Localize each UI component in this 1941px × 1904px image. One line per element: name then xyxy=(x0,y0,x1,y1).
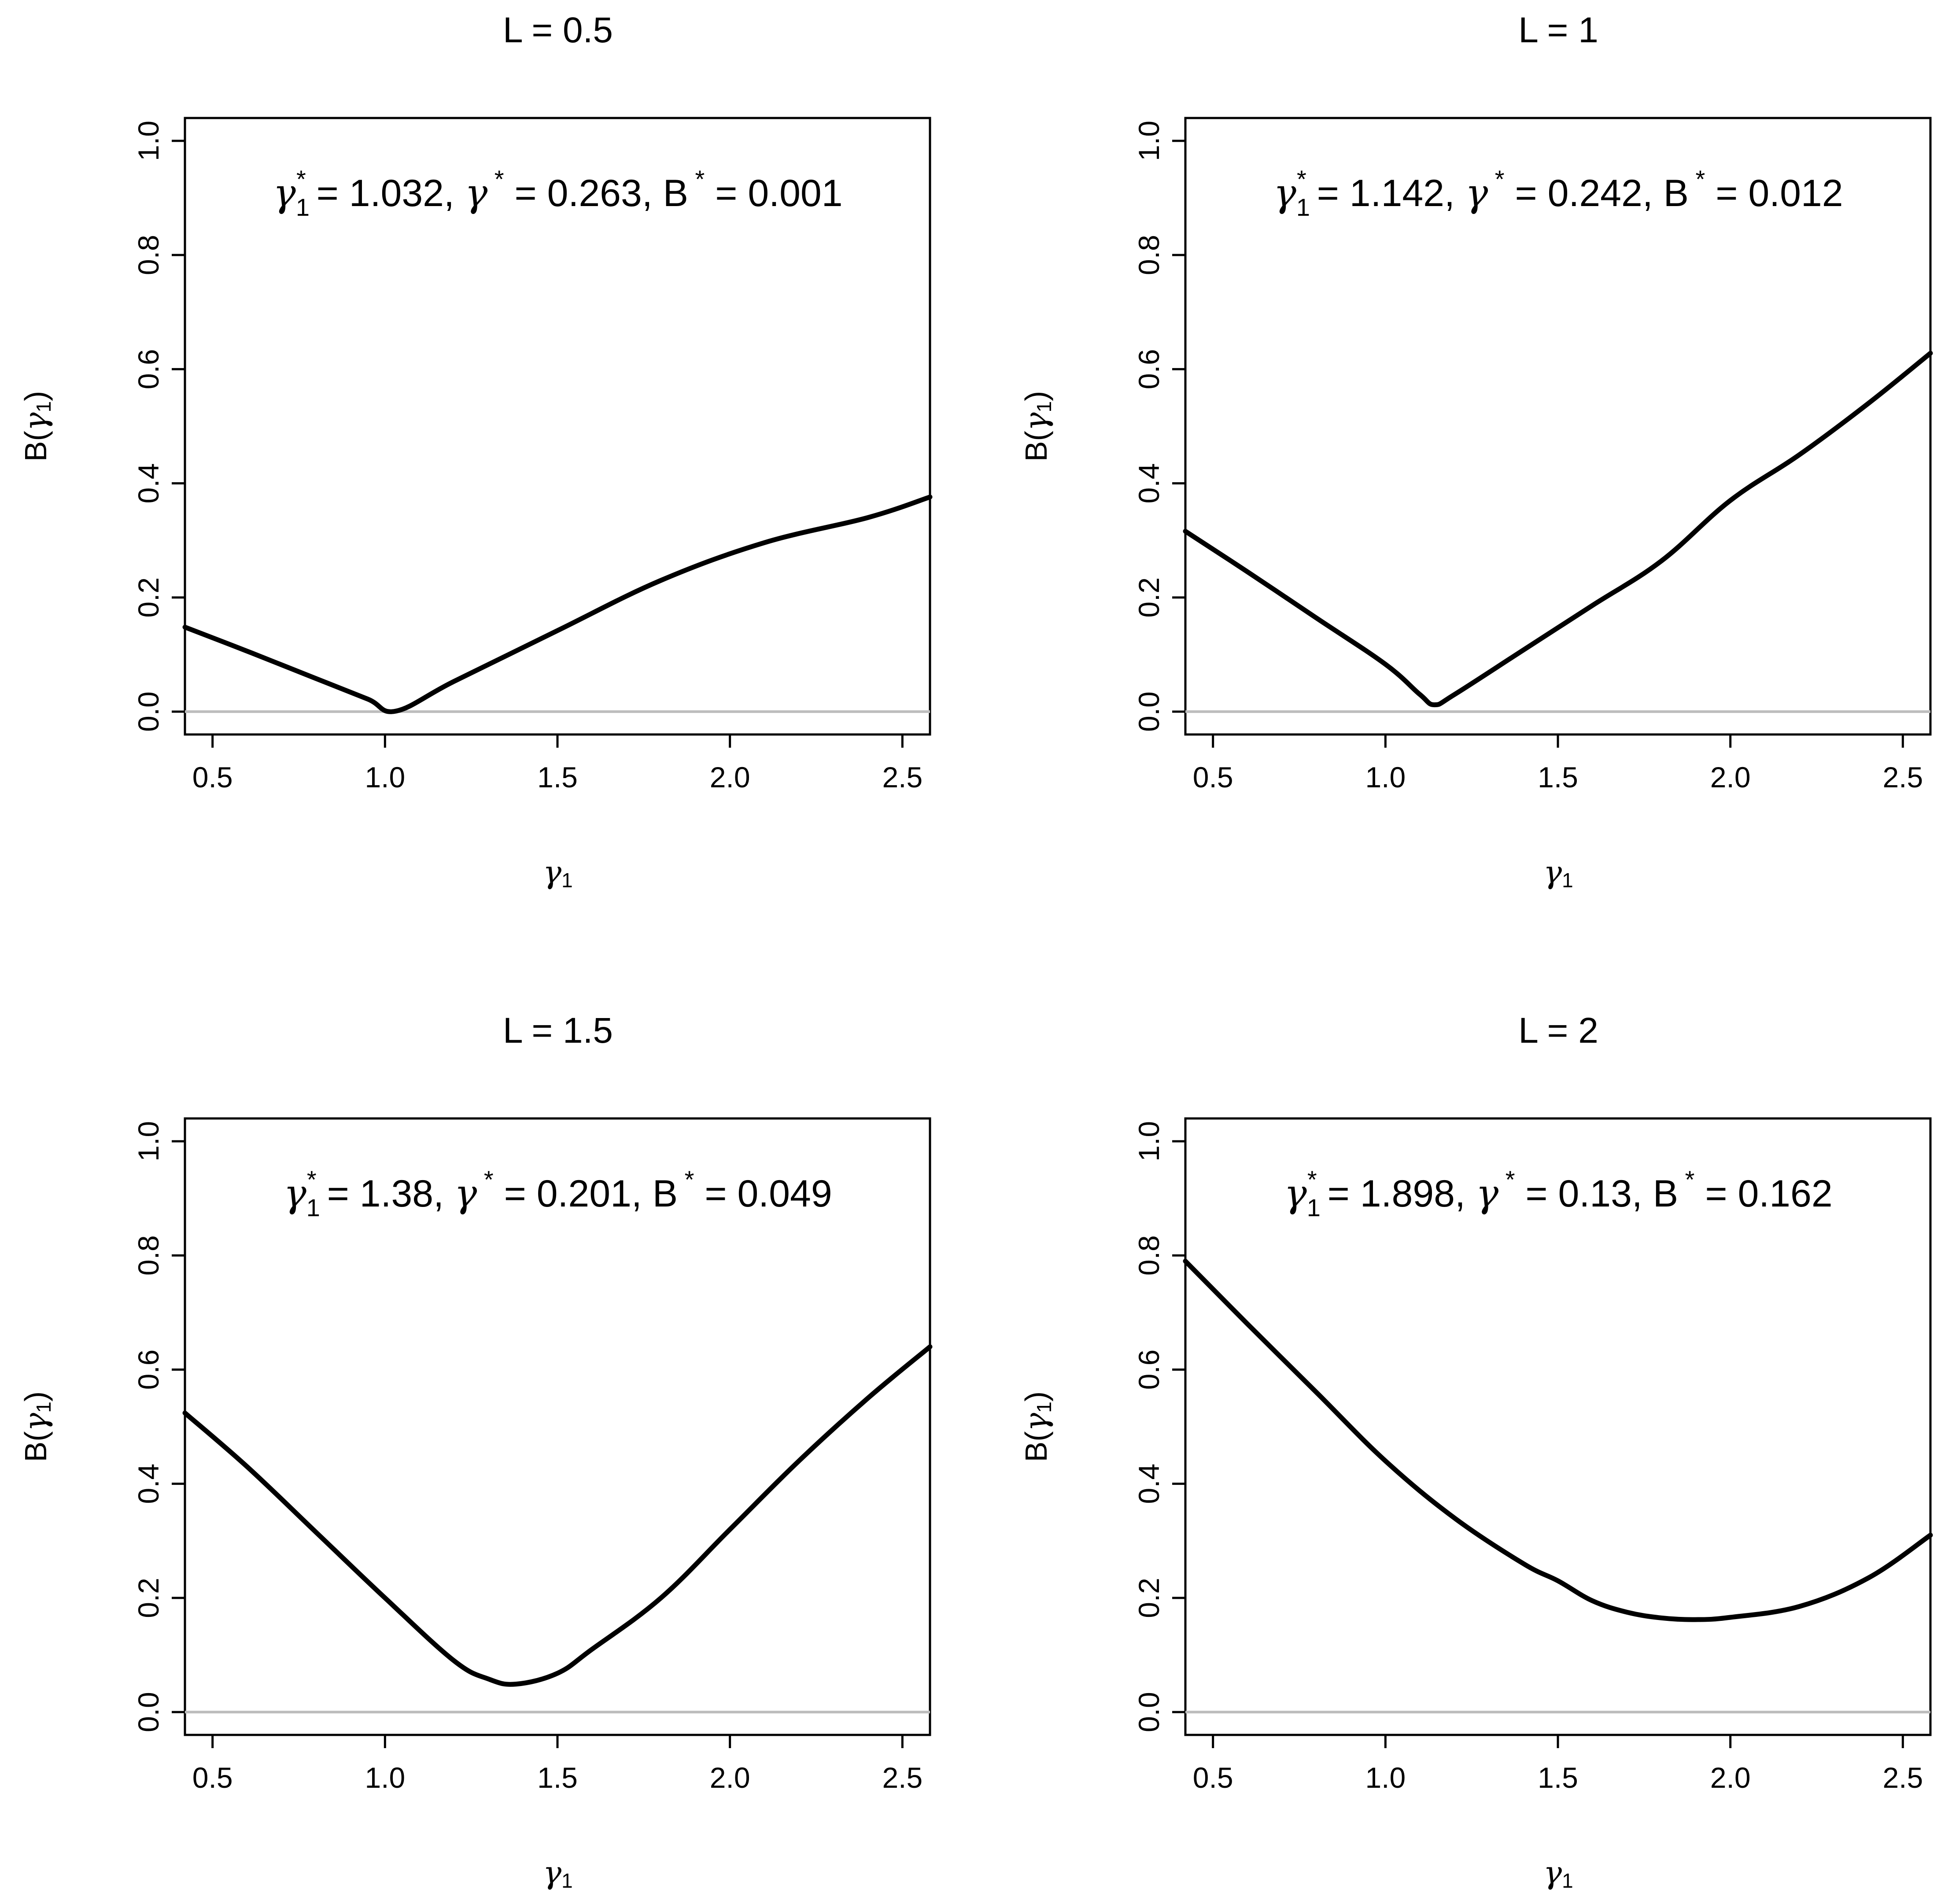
annotation-gamma-star: 0.263 xyxy=(547,172,642,214)
y-tick-label: 0.6 xyxy=(132,349,165,389)
annotation-gamma-star: 0.201 xyxy=(537,1173,631,1215)
y-tick-label: 0.4 xyxy=(132,1464,165,1504)
panel-3: L = 1.5 0.5 1.0 1.5 2.0 2.5 0.0 0.2 0.4 0.6 0.8 1… xyxy=(18,1011,933,1892)
x-axis: 0.5 1.0 1.5 2.0 2.5 xyxy=(1193,1735,1923,1794)
y-tick-label: 0.2 xyxy=(1133,577,1165,618)
panel-1: L = 0.5 0.5 1.0 1.5 2.0 2.5 0.0 0.2 0.4 0.6 0.8 1… xyxy=(18,10,933,892)
panel-title: L = 1 xyxy=(1518,10,1598,50)
series-line xyxy=(182,1344,933,1687)
x-tick-label: 1.0 xyxy=(1365,1761,1406,1794)
y-tick-label: 0.8 xyxy=(132,235,165,275)
panel-title: L = 0.5 xyxy=(503,10,613,50)
annotation: γ1* = 1.032, γ * = 0.263, B * = 0.001 xyxy=(273,165,842,221)
panel-2: L = 1 0.5 1.0 1.5 2.0 2.5 0.0 0.2 0.4 0.6 0.8 1.0… xyxy=(1018,10,1933,892)
y-tick-label: 0.8 xyxy=(132,1235,165,1276)
annotation: γ1* = 1.142, γ * = 0.242, B * = 0.012 xyxy=(1273,165,1843,221)
x-tick-label: 2.0 xyxy=(710,761,750,793)
annotation-b-star: 0.001 xyxy=(748,172,842,214)
y-tick-label: 0.6 xyxy=(1133,1349,1165,1390)
y-tick-label: 0.4 xyxy=(1133,1464,1165,1504)
y-axis-label: B(γ1) xyxy=(18,391,55,462)
y-tick-label: 0.8 xyxy=(1133,235,1165,275)
y-axis: 0.0 0.2 0.4 0.6 0.8 1.0 xyxy=(1133,121,1185,732)
x-tick-label: 2.5 xyxy=(882,1761,923,1794)
annotation-gamma-star: 0.13 xyxy=(1558,1173,1632,1215)
annotation-gamma1-star: 1.142 xyxy=(1350,172,1444,214)
y-axis-label: B(γ1) xyxy=(1018,391,1055,462)
y-tick-label: 0.0 xyxy=(1133,691,1165,732)
y-tick-label: 1.0 xyxy=(132,121,165,161)
x-tick-label: 0.5 xyxy=(1193,761,1233,793)
x-axis: 0.5 1.0 1.5 2.0 2.5 xyxy=(192,734,923,793)
series-line xyxy=(1183,1258,1933,1622)
y-tick-label: 0.4 xyxy=(132,463,165,504)
x-tick-label: 0.5 xyxy=(192,761,233,793)
panel-title: L = 1.5 xyxy=(503,1011,613,1051)
y-tick-label: 0.0 xyxy=(132,691,165,732)
annotation-gamma-star: 0.242 xyxy=(1548,172,1642,214)
x-tick-label: 0.5 xyxy=(1193,1761,1233,1794)
panel-title: L = 2 xyxy=(1518,1011,1598,1051)
y-axis-label: B(γ1) xyxy=(1018,1391,1055,1462)
y-tick-label: 0.8 xyxy=(1133,1235,1165,1276)
y-tick-label: 1.0 xyxy=(1133,1121,1165,1162)
y-axis: 0.0 0.2 0.4 0.6 0.8 1.0 xyxy=(132,1121,185,1732)
y-tick-label: 1.0 xyxy=(1133,121,1165,161)
x-tick-label: 1.5 xyxy=(1538,761,1578,793)
annotation-b-star: 0.012 xyxy=(1748,172,1843,214)
y-tick-label: 0.4 xyxy=(1133,463,1165,504)
x-tick-label: 2.0 xyxy=(1710,761,1751,793)
x-tick-label: 2.5 xyxy=(1882,1761,1923,1794)
annotation-gamma1-star: 1.898 xyxy=(1360,1173,1455,1215)
x-tick-label: 2.5 xyxy=(882,761,923,793)
annotation: γ1* = 1.38, γ * = 0.201, B * = 0.049 xyxy=(284,1166,832,1221)
y-tick-label: 0.2 xyxy=(132,1578,165,1618)
y-tick-label: 0.0 xyxy=(1133,1692,1165,1732)
y-axis-label: B(γ1) xyxy=(18,1391,55,1462)
x-tick-label: 2.0 xyxy=(1710,1761,1751,1794)
x-tick-label: 1.0 xyxy=(1365,761,1406,793)
x-axis-label: γ1 xyxy=(543,1855,572,1892)
series-line xyxy=(182,494,933,714)
x-tick-label: 2.0 xyxy=(710,1761,750,1794)
annotation-gamma1-star: 1.032 xyxy=(349,172,444,214)
x-axis-label: γ1 xyxy=(1543,854,1573,892)
y-tick-label: 0.6 xyxy=(1133,349,1165,389)
series-line xyxy=(1183,351,1933,708)
x-axis: 0.5 1.0 1.5 2.0 2.5 xyxy=(1193,734,1923,793)
x-tick-label: 1.0 xyxy=(365,1761,405,1794)
x-axis-label: γ1 xyxy=(543,854,572,892)
x-tick-label: 1.5 xyxy=(537,761,578,793)
x-tick-label: 2.5 xyxy=(1882,761,1923,793)
x-axis-label: γ1 xyxy=(1543,1855,1573,1892)
y-tick-label: 0.2 xyxy=(1133,1578,1165,1618)
x-axis: 0.5 1.0 1.5 2.0 2.5 xyxy=(192,1735,923,1794)
x-tick-label: 1.5 xyxy=(1538,1761,1578,1794)
annotation-b-star: 0.049 xyxy=(737,1173,832,1215)
annotation-b-star: 0.162 xyxy=(1738,1173,1832,1215)
x-tick-label: 1.0 xyxy=(365,761,405,793)
y-tick-label: 1.0 xyxy=(132,1121,165,1162)
x-tick-label: 1.5 xyxy=(537,1761,578,1794)
annotation-gamma1-star: 1.38 xyxy=(360,1173,433,1215)
panel-4: L = 2 0.5 1.0 1.5 2.0 2.5 0.0 0.2 0.4 0.6 0.8 1.0… xyxy=(1018,1011,1933,1892)
annotation: γ1* = 1.898, γ * = 0.13, B * = 0.162 xyxy=(1284,1166,1832,1221)
y-axis: 0.0 0.2 0.4 0.6 0.8 1.0 xyxy=(1133,1121,1185,1732)
y-axis: 0.0 0.2 0.4 0.6 0.8 1.0 xyxy=(132,121,185,732)
y-tick-label: 0.0 xyxy=(132,1692,165,1732)
y-tick-label: 0.2 xyxy=(132,577,165,618)
x-tick-label: 0.5 xyxy=(192,1761,233,1794)
y-tick-label: 0.6 xyxy=(132,1349,165,1390)
